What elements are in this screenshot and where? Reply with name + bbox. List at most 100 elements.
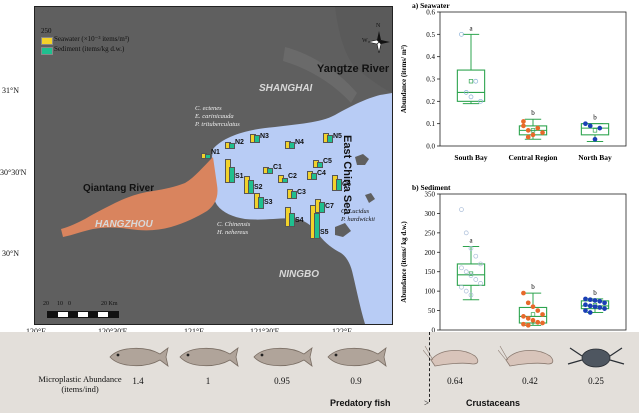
open-sea <box>335 7 392 93</box>
y-tick-label: 0.4 <box>426 53 435 61</box>
box-mean <box>530 312 536 317</box>
east-china-sea-label: East China Sea <box>341 135 353 215</box>
station-sediment-bar <box>267 168 273 174</box>
seawater-legend-swatch <box>41 37 53 45</box>
chart-title: a) Seawater <box>412 1 450 10</box>
data-point <box>597 125 603 131</box>
y-tick-label: 100 <box>425 288 436 296</box>
data-point <box>521 123 526 129</box>
ningbo-label: NINGBO <box>279 269 319 280</box>
abundance-value: 1.4 <box>132 376 144 386</box>
y-tick-label: 0.0 <box>426 143 435 151</box>
abundance-value: 0.9 <box>350 376 362 386</box>
significance-letter: a <box>469 236 473 244</box>
station-sediment-bar <box>282 178 288 183</box>
category-label: South Bay <box>454 153 487 162</box>
station-sediment-bar <box>229 167 235 183</box>
station-label: N3 <box>260 133 269 140</box>
data-point <box>525 300 531 306</box>
data-point <box>592 136 598 142</box>
species-north-1: C. ectenes <box>195 105 222 112</box>
sediment-boxplot: b) Sediment 0 50 100 150 200 250 300 350 Abundanc… <box>400 183 627 346</box>
data-point <box>583 121 588 127</box>
data-point <box>521 119 526 124</box>
data-point <box>597 305 603 310</box>
station-sediment-bar <box>327 135 333 143</box>
data-point <box>473 78 479 84</box>
species-south-2: H. nehereus <box>217 229 249 236</box>
scale-label-km: 20 Km <box>101 301 118 307</box>
species-east-1: C. Lucidus <box>341 208 370 215</box>
station-label: C5 <box>323 158 332 165</box>
lat-label-30: 30°N <box>2 249 19 258</box>
seawater-boxplot-panel: a) Seawater 0.0 0.1 0.2 0.3 0.4 0.5 0.6 Abundanc… <box>394 0 639 172</box>
scale-label-10: 10 <box>57 301 63 307</box>
scale-label-20: 20 <box>43 301 49 307</box>
lon-label-122: 122°E <box>332 327 352 336</box>
bay-water <box>210 93 392 324</box>
station-label: S4 <box>295 217 304 224</box>
legend-scale-value: 250 <box>41 27 52 35</box>
seawater-boxplot: a) Seawater 0.0 0.1 0.2 0.3 0.4 0.5 0.6 Abundanc… <box>400 1 627 162</box>
data-point <box>463 230 469 236</box>
data-point <box>587 123 593 129</box>
abundance-strip: Microplastic Abundance (items/ind) 1.4 1 0… <box>0 332 639 413</box>
data-point <box>602 306 607 311</box>
station-label: S5 <box>320 229 329 236</box>
station-sediment-bar <box>248 180 254 194</box>
fish-icon <box>324 342 388 372</box>
abundance-value: 0.64 <box>447 376 463 386</box>
data-point <box>468 246 474 251</box>
y-tick-label: 350 <box>425 191 436 199</box>
map-canvas <box>35 7 392 324</box>
station-label: S3 <box>264 199 273 206</box>
species-south-1: C. Chinensis <box>217 221 251 228</box>
y-tick-label: 300 <box>425 210 436 218</box>
data-point <box>473 277 479 282</box>
station-sediment-bar <box>289 213 295 227</box>
station-label: N2 <box>235 139 244 146</box>
data-point <box>587 297 593 303</box>
station-label: C2 <box>288 173 297 180</box>
shrimp-icon <box>497 342 562 372</box>
y-tick-label: 0.2 <box>426 98 435 106</box>
category-label: Central Region <box>509 153 559 162</box>
station-sediment-bar <box>258 197 264 209</box>
data-point <box>540 320 545 326</box>
box-mean <box>592 128 598 133</box>
fish-icon <box>250 342 314 372</box>
station-label: S2 <box>254 184 263 191</box>
lat-label-3030: 30°30'N <box>0 168 27 177</box>
group-divider <box>429 332 430 402</box>
species-east-2: P. hardwickii <box>341 216 375 223</box>
station-label: N4 <box>295 139 304 146</box>
station-sediment-bar <box>311 173 317 180</box>
significance-letter: b <box>593 289 597 297</box>
lon-label-12130: 121°30'E <box>250 327 280 336</box>
compass-n: N <box>376 23 381 29</box>
data-point <box>540 312 545 317</box>
station-sediment-bar <box>229 143 235 149</box>
seawater-legend-label: Seawater (×10⁻³ items/m³) <box>54 35 130 43</box>
data-point <box>530 132 536 138</box>
data-point <box>583 296 588 302</box>
y-axis-label: Abundance (items/ m³) <box>400 44 408 113</box>
y-tick-label: 200 <box>425 249 436 257</box>
island <box>365 193 375 203</box>
study-area-map: 250 Seawater (×10⁻³ items/m³) Sediment (… <box>34 6 393 325</box>
yangtze-estuary <box>283 47 357 103</box>
data-point <box>525 134 531 140</box>
y-tick-label: 150 <box>425 268 436 276</box>
y-tick-label: 0.3 <box>426 76 435 84</box>
data-point <box>592 298 598 303</box>
station-sediment-bar <box>319 202 325 213</box>
shanghai-label: SHANGHAI <box>259 83 313 94</box>
station-label: C6 <box>342 181 351 188</box>
qiantang-river <box>61 157 218 237</box>
data-point <box>468 273 474 278</box>
data-point <box>525 315 531 321</box>
compass-w: W <box>362 38 368 44</box>
data-point <box>530 317 536 323</box>
station-label: S1 <box>235 173 244 180</box>
significance-letter: b <box>593 114 597 122</box>
